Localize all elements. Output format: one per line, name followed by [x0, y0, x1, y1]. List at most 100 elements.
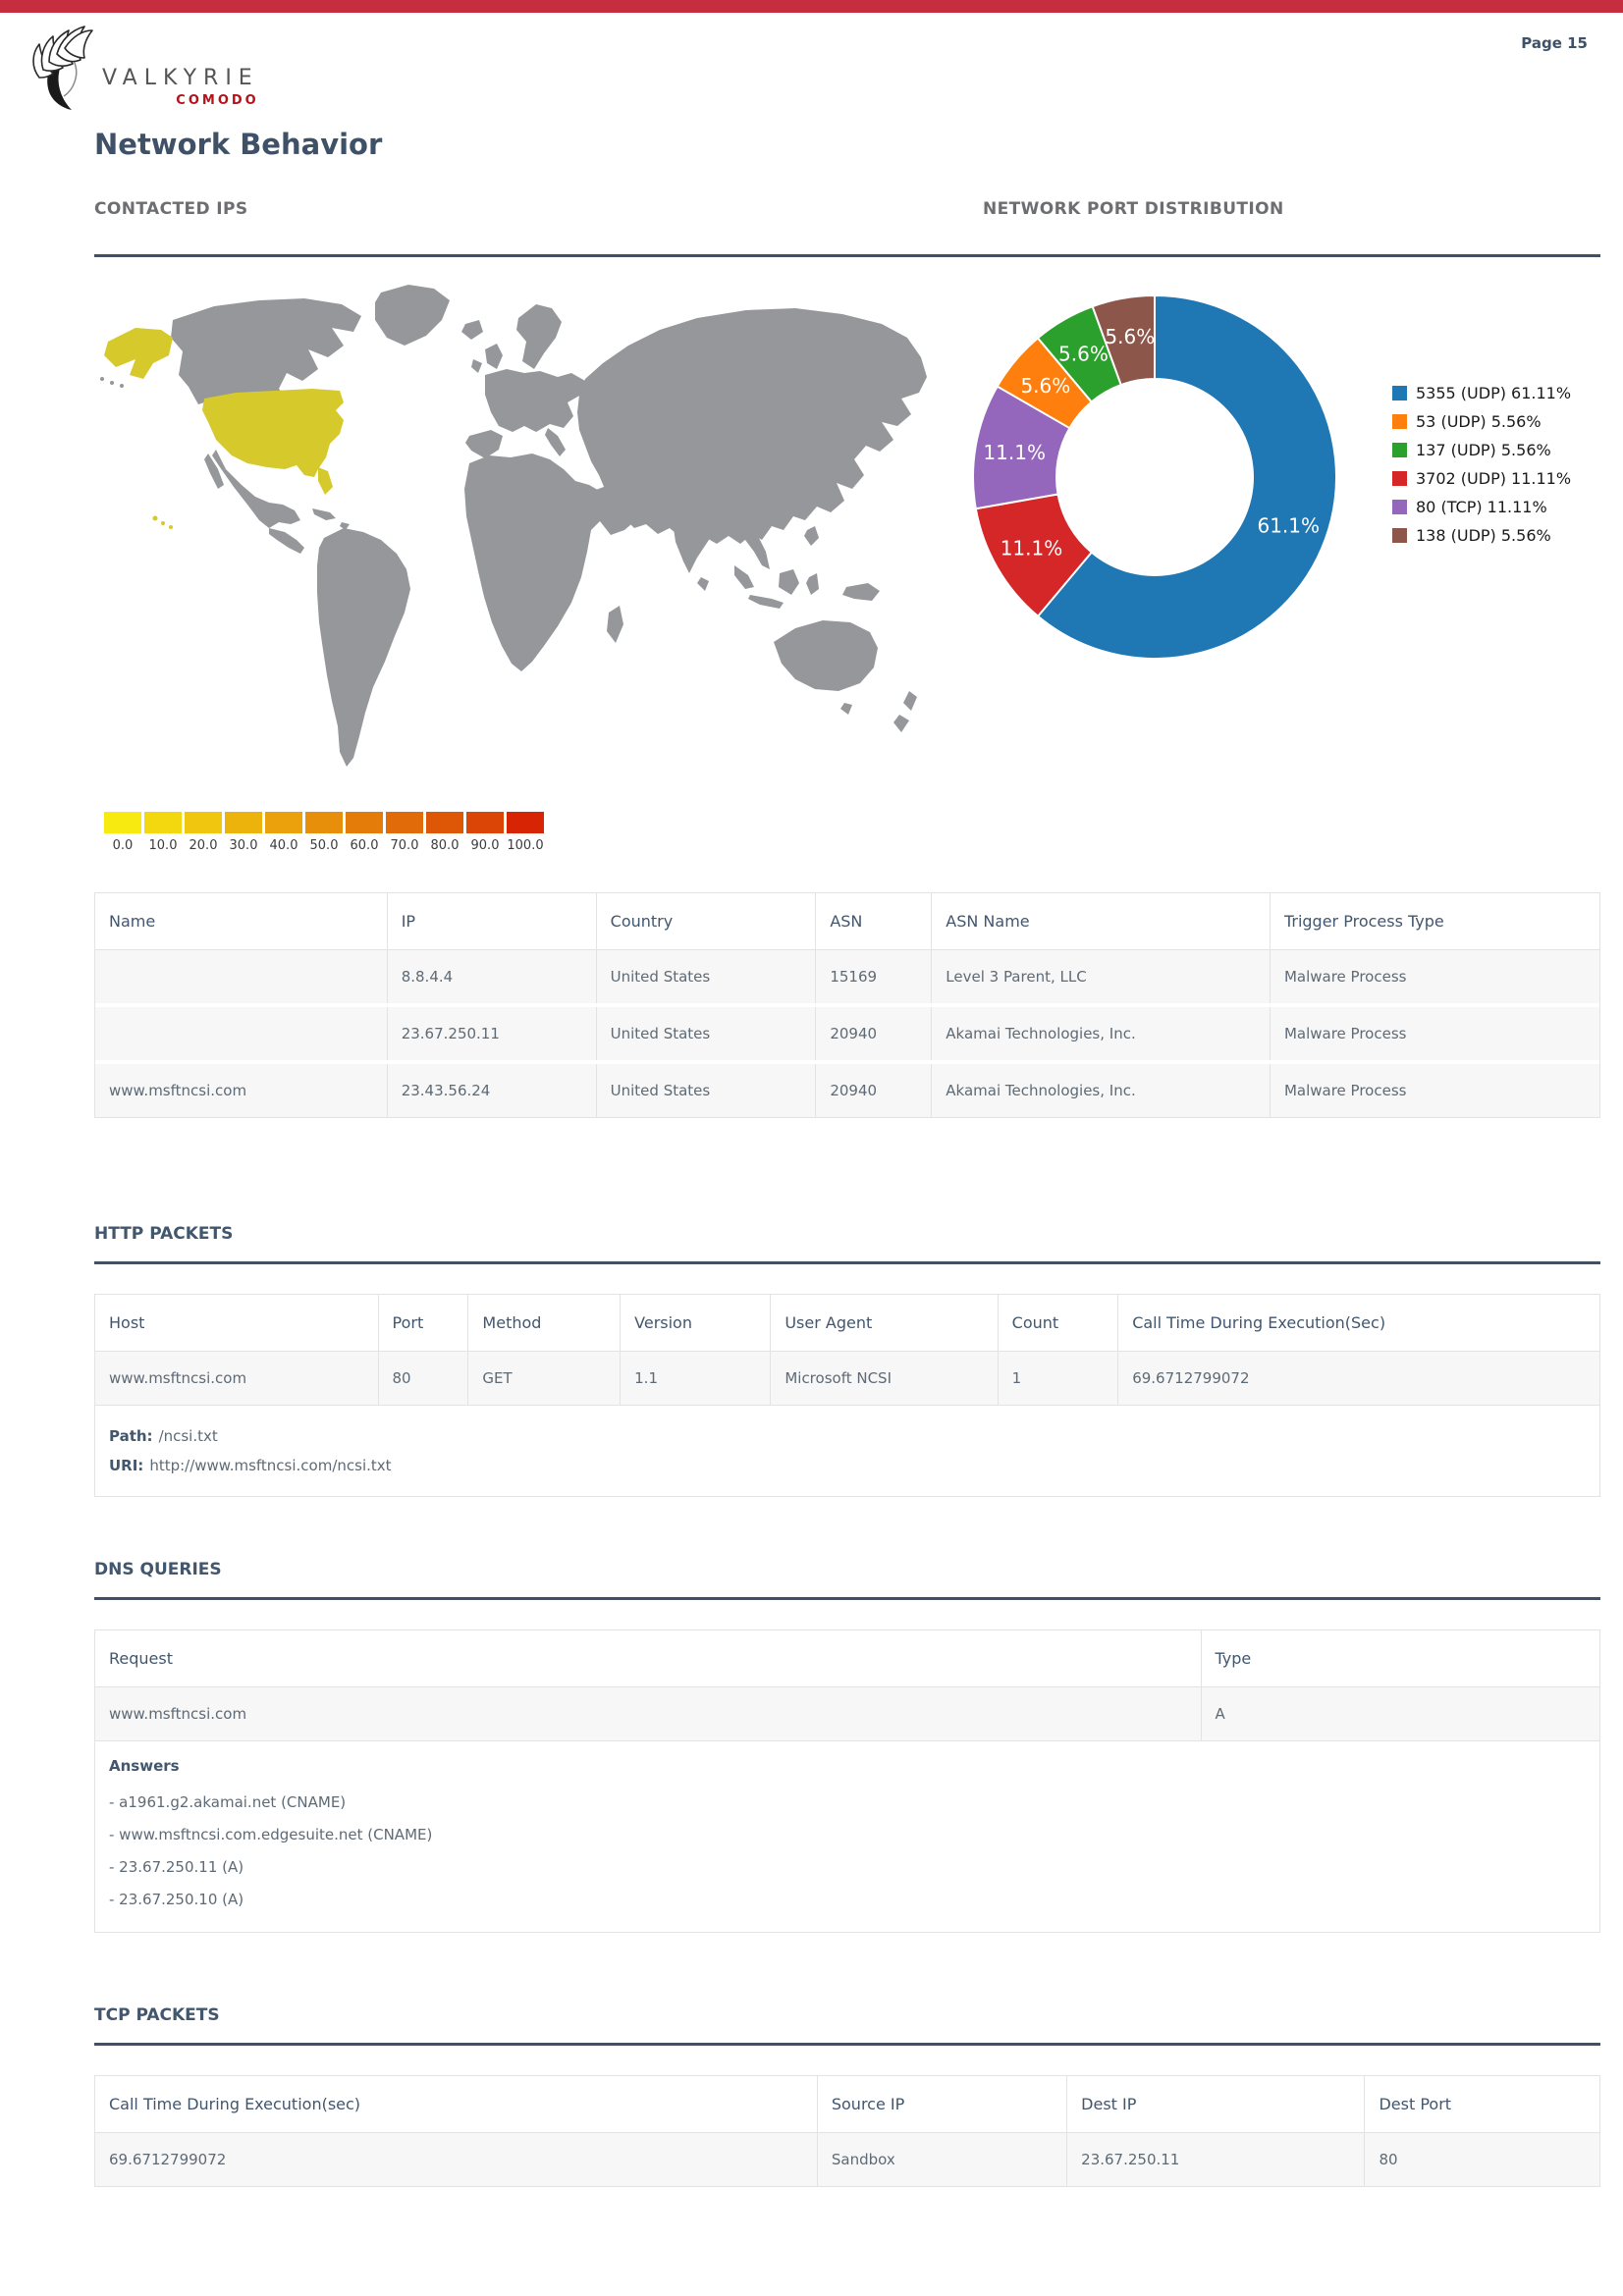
cell: 1	[998, 1351, 1119, 1405]
donut-slice	[1091, 294, 1156, 387]
cell: GET	[467, 1351, 622, 1405]
scale-swatch	[305, 812, 343, 833]
col-dest-ip: Dest IP	[1066, 2076, 1366, 2133]
section-rule	[94, 2043, 1600, 2046]
col-asn-name: ASN Name	[931, 893, 1271, 950]
donut-slice-label: 5.6%	[1058, 342, 1109, 365]
scale-tick-label: 20.0	[189, 838, 218, 853]
col-asn: ASN	[815, 893, 933, 950]
col-source-ip: Source IP	[817, 2076, 1068, 2133]
tcp-packets-table: Call Time During Execution(sec) Source I…	[94, 2075, 1600, 2187]
cell: Microsoft NCSI	[770, 1351, 999, 1405]
table-row: 69.6712799072 Sandbox 23.67.250.11 80	[95, 2132, 1599, 2186]
scale-tick-label: 90.0	[470, 838, 500, 853]
port-distribution-donut: 61.1%11.1%11.1%5.6%5.6%5.6%	[972, 294, 1337, 660]
cell	[95, 1003, 388, 1062]
col-request: Request	[95, 1630, 1202, 1687]
scale-stop: 90.0	[466, 812, 507, 853]
cell: www.msftncsi.com	[95, 1686, 1202, 1740]
section-rule	[94, 1597, 1600, 1600]
legend-swatch	[1392, 386, 1407, 400]
dns-queries-title: DNS QUERIES	[94, 1560, 222, 1579]
col-host: Host	[95, 1295, 379, 1352]
section-rule	[94, 254, 1600, 257]
brand-name: VALKYRIE	[102, 66, 259, 90]
legend-label: 53 (UDP) 5.56%	[1416, 412, 1542, 431]
brand-text: VALKYRIE COMODO	[102, 66, 259, 108]
cell: Malware Process	[1270, 949, 1599, 1005]
cell: United States	[596, 1003, 817, 1062]
answer-line: - a1961.g2.akamai.net (CNAME)	[109, 1793, 347, 1811]
path-label: Path:	[109, 1427, 153, 1445]
col-call-time: Call Time During Execution(Sec)	[1117, 1295, 1599, 1352]
cell: 69.6712799072	[1117, 1351, 1599, 1405]
scale-tick-label: 70.0	[390, 838, 419, 853]
table-header-row: Call Time During Execution(sec) Source I…	[95, 2076, 1599, 2133]
scale-swatch	[104, 812, 141, 833]
cell: A	[1201, 1686, 1599, 1740]
legend-label: 80 (TCP) 11.11%	[1416, 498, 1547, 516]
legend-item: 138 (UDP) 5.56%	[1392, 521, 1571, 550]
donut-legend: 5355 (UDP) 61.11% 53 (UDP) 5.56% 137 (UD…	[1392, 379, 1571, 550]
col-count: Count	[998, 1295, 1119, 1352]
cell: Akamai Technologies, Inc.	[931, 1003, 1271, 1062]
answer-line: - www.msftncsi.com.edgesuite.net (CNAME)	[109, 1826, 433, 1843]
cell: Level 3 Parent, LLC	[931, 949, 1271, 1005]
cell: 20940	[815, 1060, 933, 1117]
scale-swatch	[466, 812, 504, 833]
col-port: Port	[378, 1295, 469, 1352]
legend-label: 137 (UDP) 5.56%	[1416, 441, 1551, 459]
legend-label: 138 (UDP) 5.56%	[1416, 526, 1551, 545]
cell: 15169	[815, 949, 933, 1005]
col-version: Version	[620, 1295, 772, 1352]
scale-swatch	[225, 812, 262, 833]
table-row: www.msftncsi.com 80 GET 1.1 Microsoft NC…	[95, 1351, 1599, 1405]
table-header-row: Request Type	[95, 1630, 1599, 1687]
http-uri-line: URI: http://www.msftncsi.com/ncsi.txt	[109, 1451, 1586, 1480]
legend-swatch	[1392, 500, 1407, 514]
scale-stop: 40.0	[265, 812, 305, 853]
chart-section-titles: CONTACTED IPS NETWORK PORT DISTRIBUTION	[94, 199, 1600, 223]
legend-label: 5355 (UDP) 61.11%	[1416, 384, 1572, 402]
legend-swatch	[1392, 528, 1407, 543]
brand-sub: COMODO	[176, 93, 259, 108]
answer-line: - 23.67.250.11 (A)	[109, 1858, 244, 1876]
scale-swatch	[265, 812, 302, 833]
scale-swatch	[144, 812, 182, 833]
legend-swatch	[1392, 443, 1407, 457]
valkyrie-wing-icon	[32, 26, 93, 110]
legend-item: 137 (UDP) 5.56%	[1392, 436, 1571, 464]
tcp-packets-title: TCP PACKETS	[94, 2005, 220, 2025]
cell: 23.67.250.11	[387, 1003, 597, 1062]
page-number: Page 15	[1521, 34, 1588, 52]
scale-stop: 50.0	[305, 812, 346, 853]
cell: 8.8.4.4	[387, 949, 597, 1005]
scale-stop: 80.0	[426, 812, 466, 853]
cell: 80	[1364, 2132, 1599, 2186]
cell: 20940	[815, 1003, 933, 1062]
legend-item: 3702 (UDP) 11.11%	[1392, 464, 1571, 493]
cell: Malware Process	[1270, 1003, 1599, 1062]
cell: www.msftncsi.com	[95, 1351, 379, 1405]
scale-tick-label: 40.0	[269, 838, 298, 853]
col-type: Type	[1201, 1630, 1599, 1687]
scale-swatch	[426, 812, 463, 833]
contacted-ips-title: CONTACTED IPS	[94, 199, 248, 219]
legend-item: 53 (UDP) 5.56%	[1392, 407, 1571, 436]
path-value: /ncsi.txt	[158, 1427, 218, 1445]
scale-stop: 70.0	[386, 812, 426, 853]
donut-slice-label: 5.6%	[1020, 374, 1070, 398]
charts-row: 61.1% 11.1% 11.1% 5.6% 5.6% 5.6% 5355 (UDP) 6…	[94, 281, 1600, 786]
answer-line: - 23.67.250.10 (A)	[109, 1891, 244, 1908]
uri-label: URI:	[109, 1457, 144, 1474]
cell: 23.67.250.11	[1066, 2132, 1366, 2186]
scale-swatch	[386, 812, 423, 833]
scale-stop: 100.0	[507, 812, 547, 853]
cell: United States	[596, 1060, 817, 1117]
report-header: VALKYRIE COMODO Page 15	[0, 13, 1623, 113]
scale-swatch	[346, 812, 383, 833]
scale-tick-label: 60.0	[350, 838, 379, 853]
valkyrie-logo: VALKYRIE COMODO	[29, 19, 259, 113]
http-packets-title: HTTP PACKETS	[94, 1224, 234, 1244]
